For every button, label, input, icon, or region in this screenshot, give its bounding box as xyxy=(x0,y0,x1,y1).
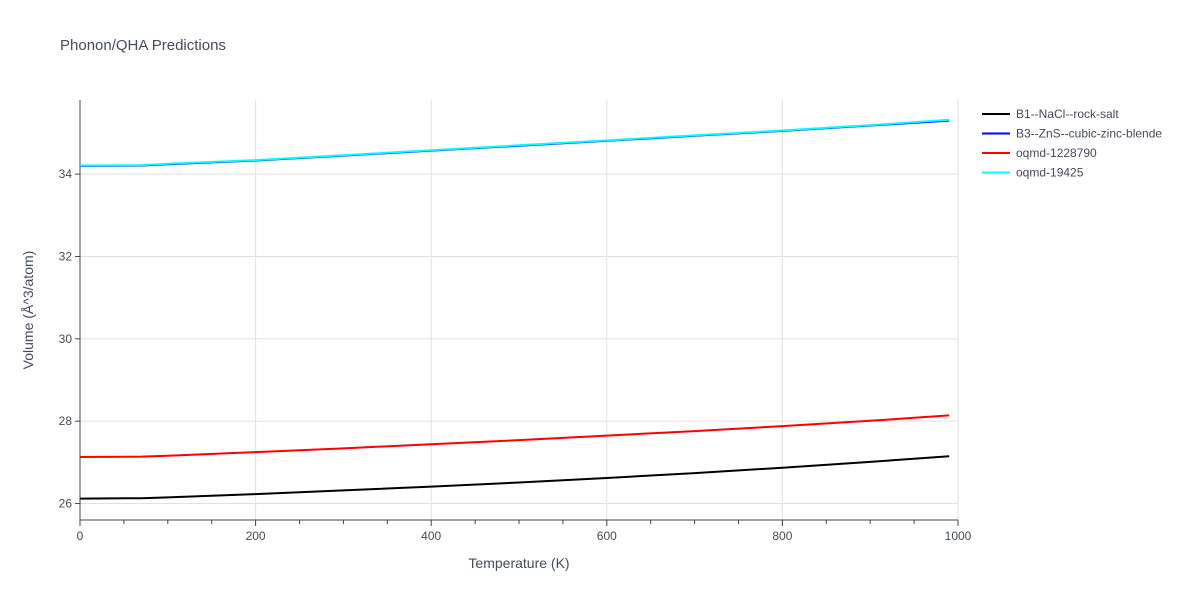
series-line-4 xyxy=(79,118,950,167)
grid xyxy=(80,100,959,520)
legend-label: oqmd-19425 xyxy=(1016,166,1084,180)
x-tick-label: 200 xyxy=(246,529,266,543)
series-line-3 xyxy=(79,414,950,458)
series-line-1 xyxy=(79,455,950,500)
x-tick-label: 0 xyxy=(77,529,84,543)
y-tick-label: 30 xyxy=(59,332,73,346)
legend-label: B1--NaCl--rock-salt xyxy=(1016,107,1119,121)
y-axis-label: Volume (Å^3/atom) xyxy=(20,251,36,370)
legend: B1--NaCl--rock-salt B3--ZnS--cubic-zinc-b… xyxy=(982,107,1162,180)
legend-label: oqmd-1228790 xyxy=(1016,146,1097,160)
y-tick-label: 26 xyxy=(59,497,73,511)
x-tick-label: 1000 xyxy=(945,529,972,543)
axes: 0 200 400 600 800 1000 26 28 30 32 34 xyxy=(59,100,972,543)
series-lines xyxy=(79,118,950,500)
y-tick-label: 32 xyxy=(59,249,73,263)
y-tick-label: 28 xyxy=(59,414,73,428)
legend-label: B3--ZnS--cubic-zinc-blende xyxy=(1016,127,1162,141)
x-tick-label: 800 xyxy=(772,529,792,543)
y-tick-label: 34 xyxy=(59,167,73,181)
x-axis-label: Temperature (K) xyxy=(468,555,569,571)
x-tick-label: 400 xyxy=(421,529,441,543)
x-tick-label: 600 xyxy=(597,529,617,543)
chart-title: Phonon/QHA Predictions xyxy=(60,37,226,54)
